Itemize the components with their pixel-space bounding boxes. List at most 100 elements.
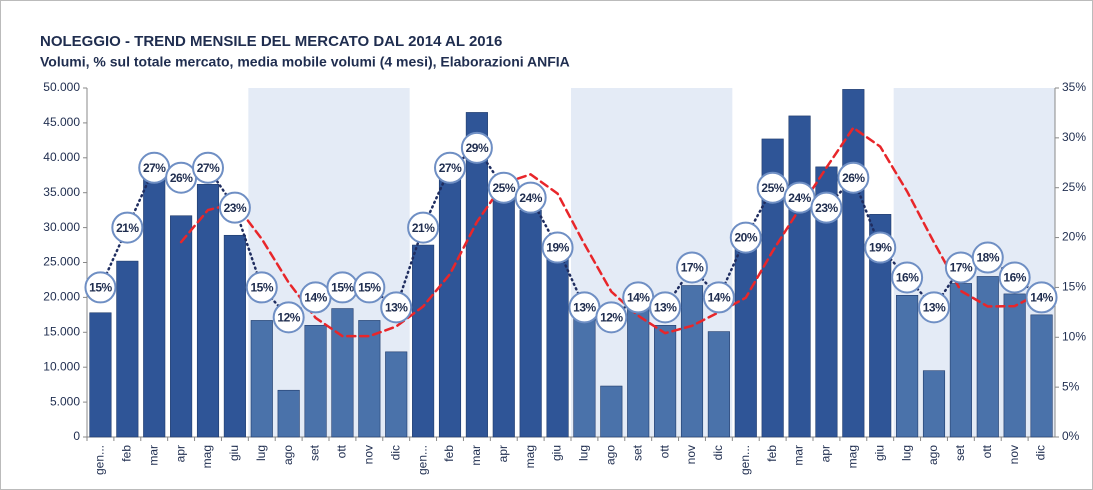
data-label: 26% [842, 171, 865, 185]
bar [761, 138, 784, 438]
x-tick-label: set [308, 444, 322, 461]
y2-tick-label: 10% [1062, 329, 1086, 343]
data-label: 13% [385, 301, 408, 315]
y-tick-label: 30.000 [43, 220, 80, 234]
x-tick-label: nov [362, 445, 376, 464]
percent-bubble [918, 291, 950, 324]
bar [331, 308, 354, 438]
bar [438, 178, 462, 438]
bar [304, 325, 327, 438]
chart-title: NOLEGGIO - TREND MENSILE DEL MERCATO DAL… [40, 33, 502, 50]
bar [734, 248, 757, 438]
percent-bubble [218, 191, 251, 224]
x-tick-label: mar [469, 445, 483, 466]
x-tick-label: nov [1007, 445, 1021, 464]
bar [412, 244, 435, 438]
percent-bubble [541, 231, 574, 264]
percent-bubble [84, 271, 117, 304]
percent-bubble [891, 261, 924, 294]
percent-bubble [676, 251, 708, 284]
x-tick-label: nov [684, 445, 698, 464]
y-tick-label: 10.000 [43, 359, 80, 373]
data-label: 27% [197, 161, 220, 175]
percent-bubble [702, 281, 735, 314]
percent-bubble [810, 191, 843, 224]
bar [116, 260, 139, 438]
percent-bubble [971, 241, 1004, 274]
x-tick-label: gen... [93, 445, 107, 475]
data-label: 12% [600, 311, 623, 325]
bar [600, 385, 623, 438]
bar [492, 195, 515, 438]
x-tick-label: mar [146, 445, 160, 466]
percent-bubble [272, 301, 305, 334]
data-label: 29% [466, 141, 489, 155]
bar [976, 276, 999, 438]
x-tick-label: set [953, 444, 967, 461]
x-tick-label: dic [388, 445, 402, 460]
bar [465, 112, 488, 438]
bar [896, 295, 919, 438]
data-label: 23% [815, 201, 838, 215]
bar [707, 331, 730, 438]
y-tick-label: 40.000 [43, 150, 80, 164]
percent-bubble [380, 291, 413, 324]
x-tick-label: ago [281, 445, 295, 465]
x-tick-label: ott [335, 444, 349, 458]
data-label: 24% [519, 191, 542, 205]
x-tick-label: gen... [738, 445, 752, 475]
x-tick-label: mag [200, 445, 214, 468]
bar [196, 184, 220, 438]
bar [573, 314, 596, 438]
data-label: 17% [681, 261, 704, 275]
data-label: 14% [1030, 291, 1053, 305]
x-tick-label: gen... [415, 445, 429, 475]
bar [1030, 314, 1053, 438]
percent-bubble [192, 151, 224, 184]
data-label: 13% [923, 301, 946, 315]
x-tick-label: dic [1034, 445, 1048, 460]
x-tick-label: ott [980, 444, 994, 458]
y2-tick-label: 5% [1062, 379, 1080, 393]
data-label: 20% [735, 231, 758, 245]
bar [385, 351, 408, 438]
y-tick-label: 5.000 [50, 394, 80, 408]
percent-bubble [864, 231, 897, 264]
percent-bubble [649, 291, 682, 324]
bar [842, 89, 865, 438]
data-label: 18% [977, 251, 1000, 265]
x-tick-label: feb [120, 445, 134, 462]
shade-band [248, 88, 410, 437]
bar [546, 255, 569, 438]
chart-subtitle: Volumi, % sul totale mercato, media mobi… [40, 54, 570, 70]
y-tick-label: 25.000 [43, 255, 80, 269]
data-label: 25% [761, 181, 784, 195]
y2-tick-label: 20% [1062, 230, 1086, 244]
data-label: 23% [224, 201, 247, 215]
x-tick-label: apr [819, 445, 833, 462]
data-label: 15% [89, 281, 112, 295]
x-tick-label: giu [227, 445, 241, 461]
bar [519, 209, 542, 438]
bar [680, 285, 704, 438]
line [179, 126, 1043, 338]
data-label: 12% [277, 311, 300, 325]
y-tick-label: 50.000 [43, 80, 80, 94]
bar [170, 215, 193, 438]
data-label: 26% [170, 171, 193, 185]
x-tick-label: feb [442, 445, 456, 462]
data-label: 21% [412, 221, 435, 235]
x-tick-label: mag [523, 445, 537, 468]
data-label: 24% [788, 191, 811, 205]
bar [1003, 293, 1026, 438]
data-label: 14% [627, 291, 650, 305]
x-tick-label: apr [173, 445, 187, 462]
data-label: 19% [546, 241, 569, 255]
data-label: 14% [708, 291, 731, 305]
data-label: 21% [116, 221, 139, 235]
data-label: 13% [654, 301, 677, 315]
data-label: 16% [896, 271, 919, 285]
bar [358, 320, 381, 438]
y2-tick-label: 25% [1062, 180, 1086, 194]
